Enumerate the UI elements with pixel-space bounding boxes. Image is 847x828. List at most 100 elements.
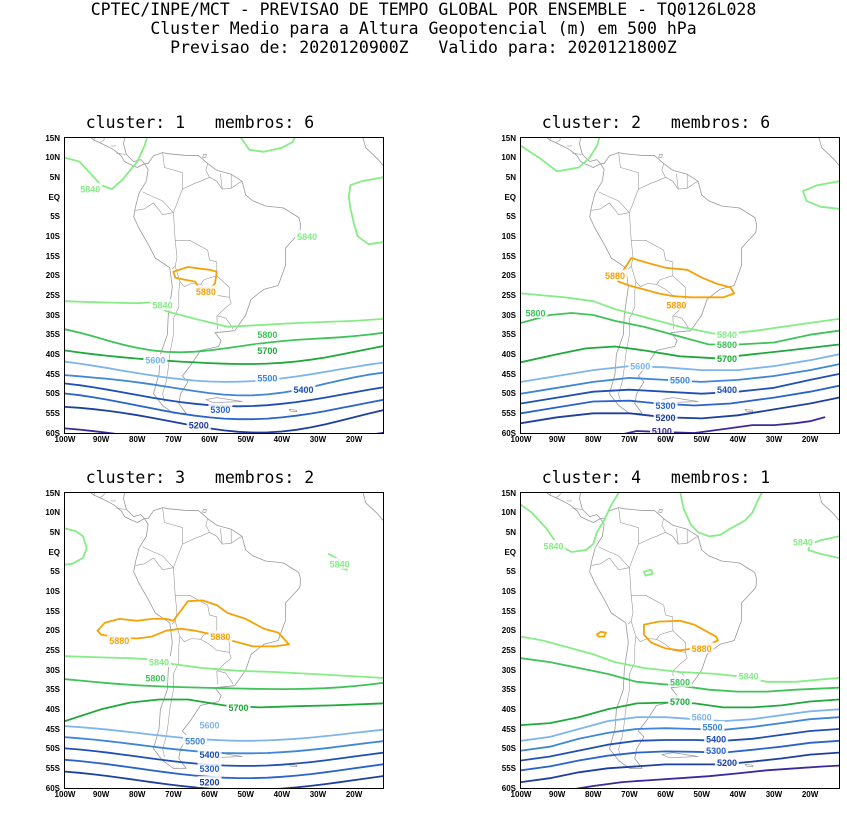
lat-tick-label: 10N [45,508,60,518]
south-georgia-island [744,764,754,768]
lon-tick-label: 70W [621,790,638,799]
country-border [656,639,688,685]
lat-tick-label: 60S [45,428,60,438]
contour-label: 5500 [185,736,205,746]
header-line-3: Previsao de: 2020120900Z Valido para: 20… [170,38,677,57]
contour-label-bg [107,634,132,646]
lat-tick-label: 45S [501,724,516,734]
panel-title: cluster: 3 membros: 2 [85,468,315,487]
lat-tick-label: 40S [501,349,516,359]
header-line-2: Cluster Medio para a Altura Geopotencial… [150,19,697,38]
lat-tick-label: 10N [501,508,516,518]
contour-label: 5800 [717,340,737,350]
lat-tick-label: 55S [501,763,516,773]
contour-label-bg [255,344,280,356]
lat-tick-label: 60S [45,783,60,793]
contour-line-5840 [679,493,763,538]
lat-tick-label: 5N [49,172,60,182]
panel-title: cluster: 2 membros: 6 [541,113,771,132]
africa-coastline [362,138,383,166]
map-svg: 5880588058005840580057005600550054005300… [521,138,839,433]
lat-tick-label: EQ [504,547,516,557]
contour-line-5400 [65,747,383,767]
contour-line-5700 [521,343,839,364]
lon-tick-label: 90W [548,790,566,799]
contour-label-bg [197,762,222,774]
contour-label-bg [668,675,692,687]
contour-label-bg [523,307,548,319]
lat-tick-label: 35S [501,685,516,695]
lat-tick-label: 25S [45,290,60,300]
contour-label-bg [704,744,729,756]
lon-tick-label: 20W [801,790,819,799]
lon-tick-label: 100W [54,435,76,444]
contour-line-5840 [65,655,383,679]
lat-tick-label: 40S [501,704,516,714]
contour-label: 5500 [257,373,277,383]
central-america-coastline [90,138,145,168]
contour-line-5200 [65,770,383,788]
contour-label: 5200 [200,778,220,788]
contour-label-bg [146,656,171,668]
panel-title: cluster: 1 membros: 6 [85,113,315,132]
contour-label: 5700 [670,697,690,707]
contour-line-5840 [643,568,654,577]
country-border [135,202,178,270]
contour-line-5100 [575,764,839,788]
south-georgia-island [744,409,754,413]
lon-tick-label: 40W [729,435,747,444]
country-border [200,639,232,685]
contour-line-5200 [521,396,839,425]
contour-line-5840 [521,138,601,173]
country-border [182,163,210,190]
contour-label-bg [143,354,168,366]
header-line-1: CPTEC/INPE/MCT - PREVISAO DE TEMPO GLOBA… [90,0,757,19]
caribbean-island [202,509,207,513]
africa-coastline [362,493,383,521]
contour-label-bg [668,695,692,707]
lon-tick-label: 80W [129,790,146,799]
lat-tick-label: 20S [501,271,516,281]
contour-label-bg [78,183,103,195]
lat-tick-label: 30S [501,310,516,320]
contour-label-bg [700,721,725,733]
country-border [217,315,234,330]
contour-label-bg [291,383,316,395]
contour-label-bg [714,756,739,768]
contour-label-bg [653,411,678,423]
country-border [665,531,699,545]
country-border [676,173,679,190]
country-border [116,508,127,510]
contour-label-bg [226,701,251,713]
country-border [618,281,637,402]
lat-tick-label: 15N [45,488,60,498]
lon-tick-label: 80W [129,435,146,444]
country-border [174,240,218,287]
contour-label: 5500 [670,375,690,385]
contour-line-5880 [614,257,736,299]
country-border [554,493,561,498]
lat-tick-label: 55S [45,763,60,773]
contour-line-5880 [96,599,290,648]
map-frame: 5880 5880 5800 5840 5800 5700 5600 5500 5400 5300… [520,137,840,434]
contour-label: 5300 [210,405,230,415]
lon-tick-label: 70W [165,790,182,799]
contour-label-bg [186,419,211,431]
contour-label: 5840 [544,542,564,552]
lon-tick-label: 60W [657,790,674,799]
lat-tick-label: 5N [505,527,516,537]
contour-label-bg [197,776,222,788]
country-border [549,138,551,141]
lat-tick-label: 10N [45,153,60,163]
lat-tick-label: 25S [501,290,516,300]
lat-tick-label: 15N [501,133,516,143]
lat-tick-label: 45S [501,369,516,379]
contour-label: 5600 [145,356,165,366]
contour-label: 5840 [80,185,100,195]
lat-tick-label: 15S [501,251,516,261]
lat-tick-label: 25S [45,645,60,655]
lat-tick-label: EQ [504,192,516,202]
country-border [116,153,127,155]
contour-label: 5840 [330,559,350,569]
